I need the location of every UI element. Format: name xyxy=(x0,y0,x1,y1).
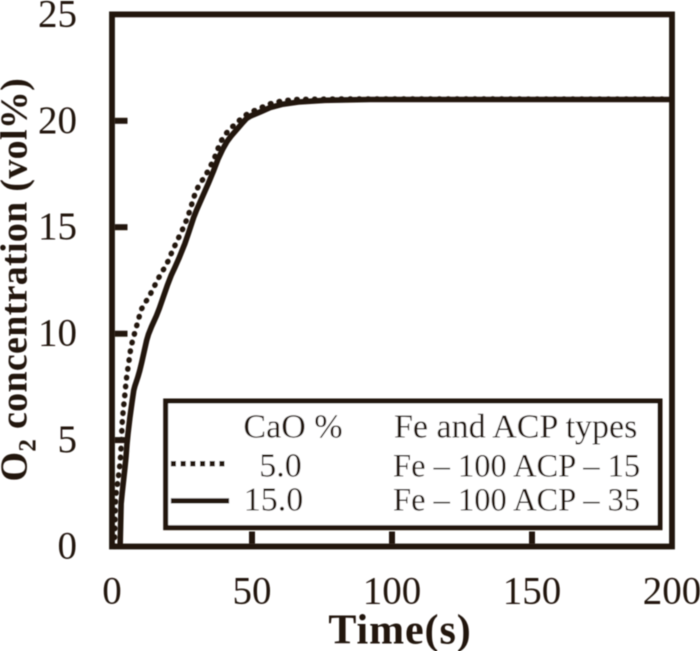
svg-text:150: 150 xyxy=(503,570,562,613)
svg-text:15: 15 xyxy=(38,205,77,248)
svg-text:200: 200 xyxy=(643,570,700,613)
svg-text:15.0: 15.0 xyxy=(244,482,304,519)
svg-text:Fe – 100 ACP – 15: Fe – 100 ACP – 15 xyxy=(393,449,640,485)
svg-text:Fe – 100 ACP – 35: Fe – 100 ACP – 35 xyxy=(393,483,640,519)
svg-text:Time(s): Time(s) xyxy=(328,608,471,651)
svg-text:5.0: 5.0 xyxy=(259,448,302,485)
svg-text:100: 100 xyxy=(363,570,422,613)
svg-text:0: 0 xyxy=(58,524,78,567)
svg-text:50: 50 xyxy=(233,570,272,613)
svg-text:0: 0 xyxy=(102,570,122,613)
svg-text:20: 20 xyxy=(38,99,77,142)
svg-text:CaO %: CaO % xyxy=(243,408,342,445)
svg-text:10: 10 xyxy=(38,312,77,355)
svg-text:25: 25 xyxy=(38,0,77,35)
svg-text:5: 5 xyxy=(58,418,78,461)
svg-text:Fe and ACP types: Fe and ACP types xyxy=(394,408,637,445)
svg-text:O2 concentration (vol%): O2 concentration (vol%) xyxy=(0,78,42,482)
